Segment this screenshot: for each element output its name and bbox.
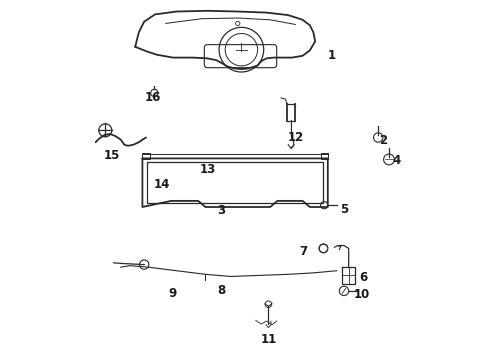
Text: 6: 6 xyxy=(359,271,367,284)
Bar xyxy=(143,153,149,159)
Text: 10: 10 xyxy=(354,288,370,301)
Text: 8: 8 xyxy=(218,284,226,297)
Text: 7: 7 xyxy=(299,245,308,258)
Text: 14: 14 xyxy=(154,178,171,191)
Text: 9: 9 xyxy=(168,287,176,300)
Text: 15: 15 xyxy=(103,149,120,162)
Text: 12: 12 xyxy=(287,131,303,144)
Text: 11: 11 xyxy=(260,333,276,346)
Text: 2: 2 xyxy=(380,134,388,147)
Text: 1: 1 xyxy=(327,49,336,62)
Bar xyxy=(320,153,328,159)
Text: 16: 16 xyxy=(145,91,161,104)
Text: 5: 5 xyxy=(340,203,348,216)
Text: 3: 3 xyxy=(218,204,226,217)
Text: 4: 4 xyxy=(392,154,400,167)
Text: 13: 13 xyxy=(200,163,217,176)
